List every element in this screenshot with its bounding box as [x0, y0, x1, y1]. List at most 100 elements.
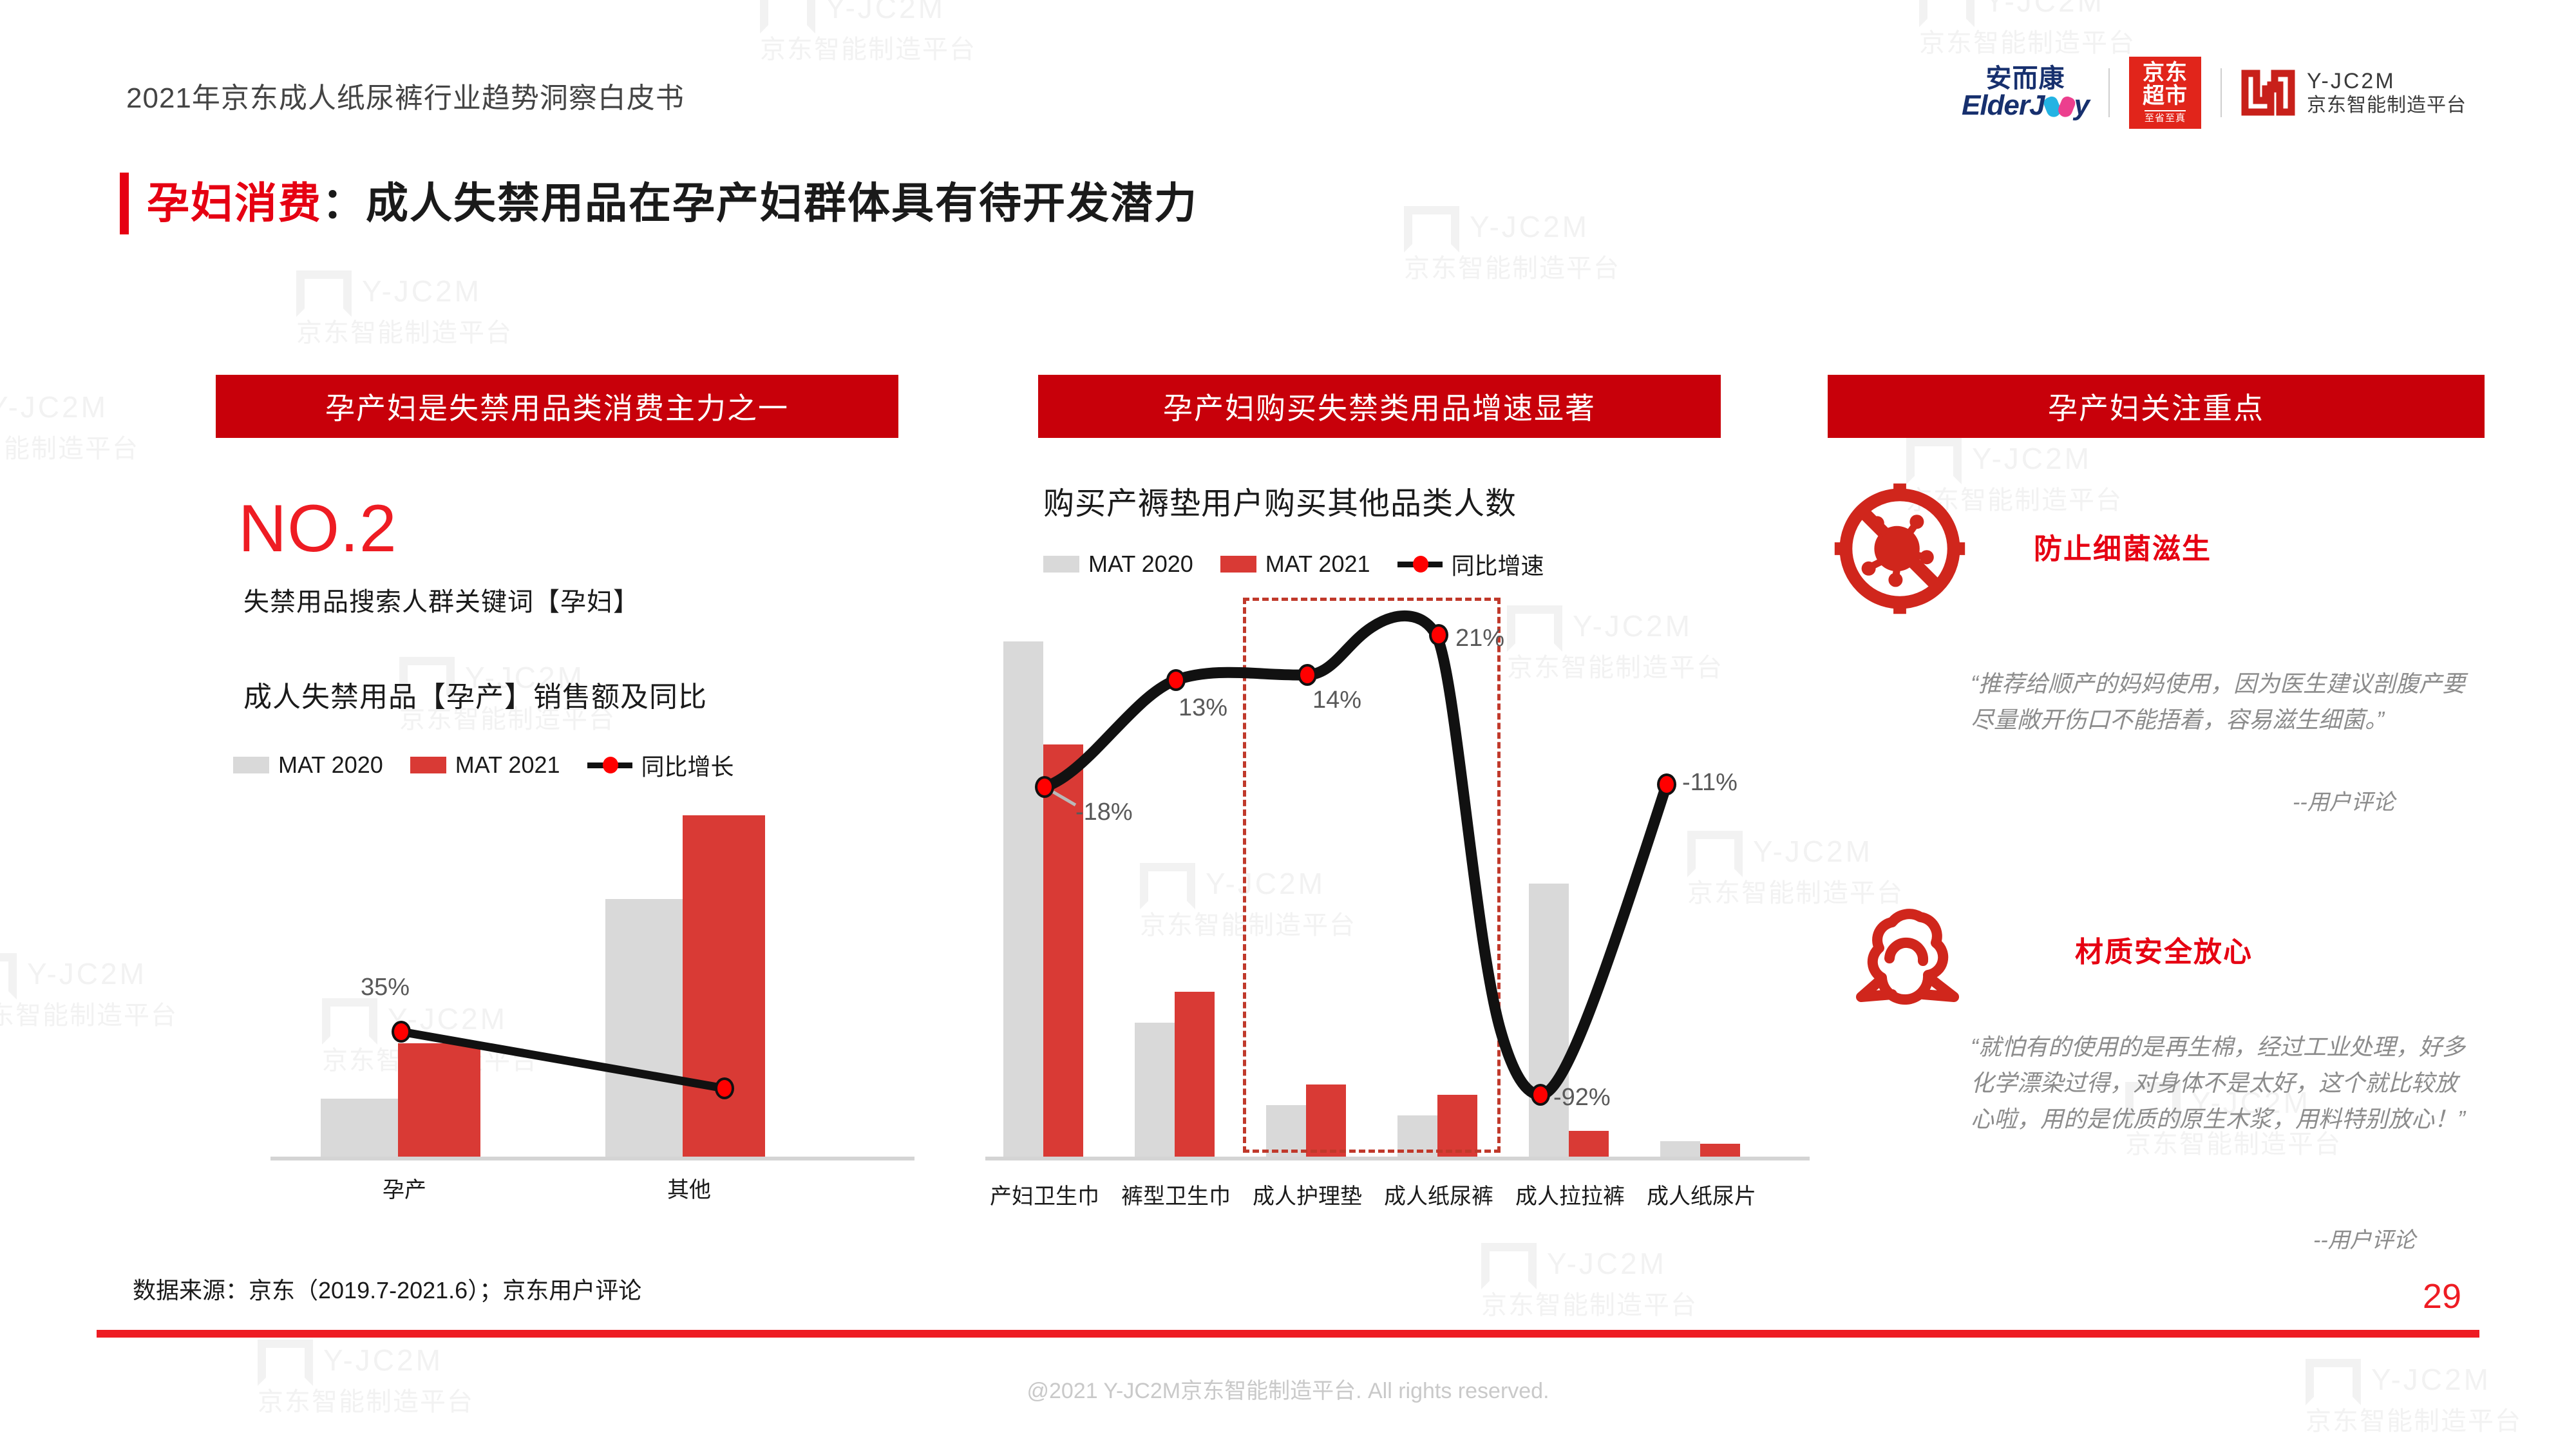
- footer-rule: [97, 1330, 2479, 1338]
- logo-divider: [2108, 68, 2110, 117]
- jd-supermarket-logo: 京东 超市 至省至真: [2129, 57, 2201, 129]
- middle-chart-title: 购买产褥垫用户购买其他品类人数: [1043, 487, 1517, 521]
- yjc2m-logo-en: Y-JC2M: [2307, 68, 2396, 93]
- legend-item-mat2021: MAT 2021: [410, 752, 560, 779]
- yjc2m-logo-cn: 京东智能制造平台: [2307, 95, 2467, 117]
- legend-label: 同比增速: [1451, 553, 1544, 579]
- category-label: 其他: [667, 1178, 711, 1202]
- bar-gray: [605, 899, 683, 1157]
- legend-swatch-red: [410, 757, 446, 773]
- legend-label: MAT 2020: [1088, 551, 1193, 577]
- right-item-quote-1: “推荐给顺产的妈妈使用，因为医生建议剖腹产要尽量敞开伤口不能捂着，容易滋生细菌。…: [1971, 670, 2465, 733]
- line-marker: [1657, 773, 1676, 795]
- no-germs-icon: [1829, 478, 1971, 623]
- bar-gray: [1266, 1105, 1306, 1157]
- rank-subtitle: 失禁用品搜索人群关键词【孕妇】: [243, 588, 639, 616]
- slide-title: 孕妇消费：成人失禁用品在孕产妇群体具有待开发潜力: [147, 169, 1198, 231]
- section-banner-middle: 孕产妇购买失禁类用品增速显著: [1038, 375, 1721, 438]
- bar-gray: [1529, 884, 1569, 1157]
- jd-logo-line1: 京东: [2143, 60, 2188, 85]
- watermark: Y-JC2M京东智能制造平台: [0, 390, 139, 463]
- bar-red: [1569, 1131, 1609, 1157]
- legend-line-marker-icon: [1397, 556, 1443, 573]
- chart-axis: [985, 1157, 1810, 1160]
- rank-number: NO.2: [238, 491, 397, 566]
- watermark: Y-JC2M京东智能制造平台: [0, 953, 178, 1032]
- bar-gray: [321, 1099, 398, 1157]
- line-marker: [715, 1077, 734, 1099]
- line-marker: [1166, 669, 1186, 691]
- right-item-heading-2: 材质安全放心: [2075, 936, 2253, 968]
- slide-title-highlight: 孕妇消费: [147, 179, 322, 227]
- data-label: 21%: [1455, 625, 1505, 652]
- document-title: 2021年京东成人纸尿裤行业趋势洞察白皮书: [126, 82, 685, 114]
- middle-chart-legend: MAT 2020 MAT 2021 同比增速: [1043, 547, 1544, 581]
- legend-label: MAT 2021: [1265, 551, 1370, 577]
- data-label: -18%: [1075, 799, 1133, 826]
- category-label: 产妇卫生巾: [990, 1184, 1099, 1209]
- data-label: 13%: [1179, 694, 1228, 721]
- line-marker: [1531, 1084, 1550, 1106]
- line-marker: [1298, 664, 1317, 686]
- data-label: 14%: [1312, 687, 1362, 714]
- category-label: 成人纸尿裤: [1384, 1184, 1493, 1209]
- left-chart-plot: 35% 孕产 其他: [270, 799, 914, 1217]
- category-label: 成人护理垫: [1253, 1184, 1362, 1209]
- elderjoy-logo-cn: 安而康: [1985, 64, 2065, 93]
- right-item-heading-1: 防止细菌滋生: [2034, 533, 2211, 565]
- section-banner-right: 孕产妇关注重点: [1828, 375, 2485, 438]
- page-number: 29: [2422, 1277, 2461, 1316]
- heart-icon: [2045, 94, 2074, 117]
- growth-line: [400, 1027, 726, 1093]
- category-label: 裤型卫生巾: [1121, 1184, 1231, 1209]
- jd-logo-tagline: 至省至真: [2144, 110, 2186, 124]
- chart-axis: [270, 1157, 914, 1160]
- right-item-quote-2: “就怕有的使用的是再生棉，经过工业处理，好多化学漂染过得，对身体不是太好，这个就…: [1971, 1034, 2465, 1132]
- copyright-notice: @2021 Y-JC2M京东智能制造平台. All rights reserve…: [1027, 1379, 1549, 1403]
- bar-red: [683, 815, 765, 1157]
- line-marker: [1035, 776, 1054, 798]
- right-item-attribution-2: --用户评论: [2313, 1228, 2416, 1253]
- bar-red: [398, 1043, 480, 1157]
- data-label: 35%: [361, 974, 410, 1001]
- cotton-soft-icon: [1841, 894, 1969, 1026]
- legend-swatch-gray: [233, 757, 269, 773]
- bar-gray: [1135, 1023, 1175, 1157]
- left-chart-legend: MAT 2020 MAT 2021 同比增长: [233, 748, 734, 782]
- bar-red: [1175, 992, 1215, 1157]
- legend-swatch-gray: [1043, 556, 1079, 573]
- bar-red: [1700, 1144, 1740, 1157]
- legend-label: MAT 2020: [278, 752, 383, 778]
- legend-item-growth: 同比增长: [587, 748, 734, 782]
- legend-label: MAT 2021: [455, 752, 560, 778]
- legend-swatch-red: [1220, 556, 1256, 573]
- right-item-attribution-1: --用户评论: [2293, 790, 2395, 815]
- jd-logo-line2: 超市: [2143, 83, 2188, 108]
- category-label: 孕产: [383, 1178, 426, 1202]
- bar-red: [1306, 1084, 1346, 1157]
- legend-item-mat2020: MAT 2020: [1043, 551, 1193, 578]
- logo-divider: [2221, 68, 2222, 117]
- data-label: -92%: [1553, 1084, 1611, 1111]
- category-label: 成人纸尿片: [1647, 1184, 1756, 1209]
- slide-title-rest: ：成人失禁用品在孕产妇群体具有待开发潜力: [322, 179, 1198, 227]
- legend-item-mat2020: MAT 2020: [233, 752, 383, 779]
- growth-line: [1039, 611, 1672, 1101]
- watermark: Y-JC2M 京东智能制造平台: [760, 0, 976, 66]
- category-label: 成人拉拉裤: [1515, 1184, 1625, 1209]
- legend-item-mat2021: MAT 2021: [1220, 551, 1370, 578]
- line-marker: [392, 1021, 411, 1043]
- bar-red: [1043, 744, 1083, 1157]
- yjc2m-logo: Y-JC2M 京东智能制造平台: [2241, 68, 2467, 118]
- legend-line-marker-icon: [587, 757, 632, 773]
- bar-red: [1437, 1095, 1477, 1157]
- bar-gray: [1660, 1141, 1700, 1157]
- highlight-box: [1243, 598, 1501, 1153]
